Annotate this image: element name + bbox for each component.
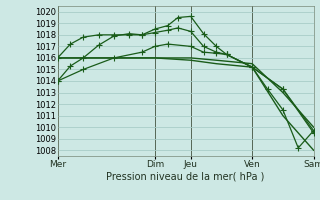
X-axis label: Pression niveau de la mer( hPa ): Pression niveau de la mer( hPa ) (107, 172, 265, 182)
